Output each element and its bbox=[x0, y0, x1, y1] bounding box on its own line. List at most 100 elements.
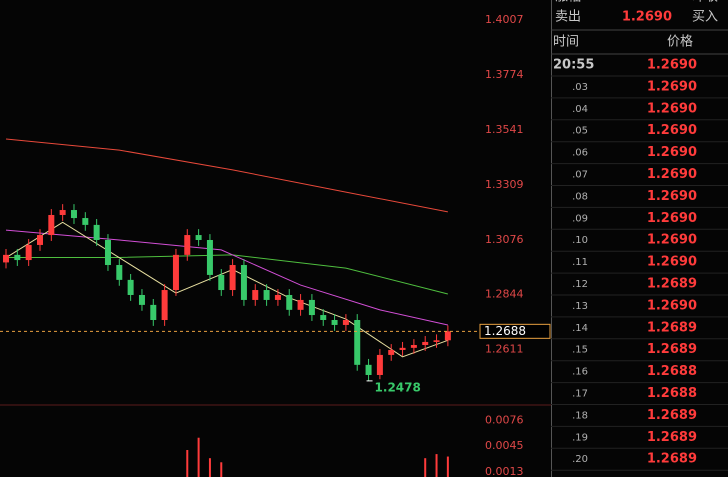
candle-body bbox=[365, 364, 372, 375]
candle-body bbox=[3, 254, 9, 263]
candle-body bbox=[422, 341, 429, 346]
time-cell: .08 bbox=[572, 191, 588, 202]
candle-body bbox=[376, 354, 383, 375]
y-tick-label: 1.2611 bbox=[485, 342, 524, 355]
sell-price: 1.2690 bbox=[622, 10, 672, 25]
last-price-label: 1.2688 bbox=[484, 324, 526, 338]
time-cell: .17 bbox=[572, 389, 588, 400]
candle-body bbox=[59, 210, 66, 215]
price-cell: 1.2689 bbox=[647, 452, 697, 467]
candle-body bbox=[172, 254, 179, 291]
histogram-bar bbox=[208, 458, 211, 477]
time-cell: .03 bbox=[572, 82, 588, 93]
top-label: 涨幅 bbox=[555, 0, 581, 5]
price-cell: 1.2690 bbox=[647, 189, 697, 204]
time-cell: .19 bbox=[572, 432, 588, 443]
candle-body bbox=[410, 345, 417, 348]
y-tick-label: 1.3541 bbox=[485, 123, 524, 136]
candle-body bbox=[116, 265, 123, 280]
price-cell: 1.2689 bbox=[647, 342, 697, 357]
candle-body bbox=[70, 210, 77, 219]
moving-average bbox=[5, 229, 448, 326]
time-cell: .16 bbox=[572, 367, 588, 378]
candle-body bbox=[433, 340, 440, 342]
y-tick-label: 1.3774 bbox=[485, 68, 524, 81]
price-cell: 1.2690 bbox=[647, 101, 697, 116]
price-cell: 1.2689 bbox=[647, 320, 697, 335]
time-cell: .11 bbox=[572, 257, 588, 268]
price-cell: 1.2690 bbox=[647, 211, 697, 226]
y-tick-label: 0.0013 bbox=[485, 465, 524, 477]
candle-body bbox=[263, 290, 270, 300]
price-cell: 1.2690 bbox=[647, 298, 697, 313]
y-tick-label: 0.0076 bbox=[485, 414, 524, 427]
candle-body bbox=[274, 294, 281, 300]
time-header: 时间 bbox=[553, 35, 579, 50]
candle-body bbox=[444, 331, 451, 341]
candle-body bbox=[320, 315, 327, 320]
candle-body bbox=[138, 294, 145, 305]
time-cell: .20 bbox=[572, 454, 588, 465]
candle-body bbox=[218, 274, 225, 291]
price-cell: 1.2688 bbox=[647, 364, 697, 379]
price-cell: 1.2690 bbox=[647, 167, 697, 182]
y-tick-label: 1.3309 bbox=[485, 178, 524, 191]
time-cell: .05 bbox=[572, 126, 588, 137]
candle-body bbox=[388, 349, 395, 355]
moving-average bbox=[5, 138, 448, 213]
candle-body bbox=[82, 218, 89, 225]
time-cell-main: 20:55 bbox=[553, 58, 594, 73]
time-cell: .15 bbox=[572, 345, 588, 356]
time-cell: .07 bbox=[572, 170, 588, 181]
histogram-bar bbox=[446, 456, 449, 477]
price-cell: 1.2690 bbox=[647, 58, 697, 73]
price-cell: 1.2688 bbox=[647, 386, 697, 401]
time-cell: .12 bbox=[572, 279, 588, 290]
time-cell: .04 bbox=[572, 104, 588, 115]
price-cell: 1.2690 bbox=[647, 123, 697, 138]
candle-body bbox=[399, 347, 406, 350]
candle-body bbox=[331, 320, 338, 325]
time-cell: .06 bbox=[572, 148, 588, 159]
candle-body bbox=[150, 304, 157, 320]
price-cell: 1.2690 bbox=[647, 255, 697, 270]
candle-body bbox=[161, 290, 168, 320]
price-cell: 1.2689 bbox=[647, 277, 697, 292]
price-cell: 1.2689 bbox=[647, 430, 697, 445]
price-cell: 1.2689 bbox=[647, 408, 697, 423]
histogram-bar bbox=[435, 454, 438, 477]
candle-body bbox=[36, 235, 43, 245]
candle-body bbox=[286, 294, 293, 310]
candle-body bbox=[342, 320, 349, 325]
price-cell: 1.2690 bbox=[647, 233, 697, 248]
candle-body bbox=[354, 320, 361, 365]
time-cell: .09 bbox=[572, 213, 588, 224]
candle-body bbox=[252, 290, 259, 300]
histogram-bar bbox=[197, 437, 200, 477]
histogram-bar bbox=[186, 450, 189, 477]
candle-body bbox=[25, 244, 32, 261]
low-label: 1.2478 bbox=[375, 380, 421, 394]
histogram-bar bbox=[424, 458, 427, 477]
time-cell: .18 bbox=[572, 410, 588, 421]
price-header: 价格 bbox=[667, 34, 693, 50]
candle-body bbox=[104, 240, 111, 266]
candle-body bbox=[184, 235, 191, 255]
candle-body bbox=[297, 299, 304, 310]
last-price-box bbox=[479, 323, 551, 339]
price-cell: 1.2690 bbox=[647, 79, 697, 94]
candle-body bbox=[48, 214, 55, 236]
time-cell: .13 bbox=[572, 301, 588, 312]
candle-body bbox=[229, 265, 236, 291]
candle-body bbox=[195, 235, 202, 240]
y-tick-label: 1.2844 bbox=[485, 288, 524, 301]
histogram-bar bbox=[220, 462, 223, 477]
candle-body bbox=[308, 299, 315, 316]
candle-body bbox=[206, 240, 213, 275]
y-tick-label: 1.3076 bbox=[485, 233, 524, 246]
sell-label: 卖出 bbox=[555, 10, 581, 25]
candle-body bbox=[93, 224, 100, 240]
